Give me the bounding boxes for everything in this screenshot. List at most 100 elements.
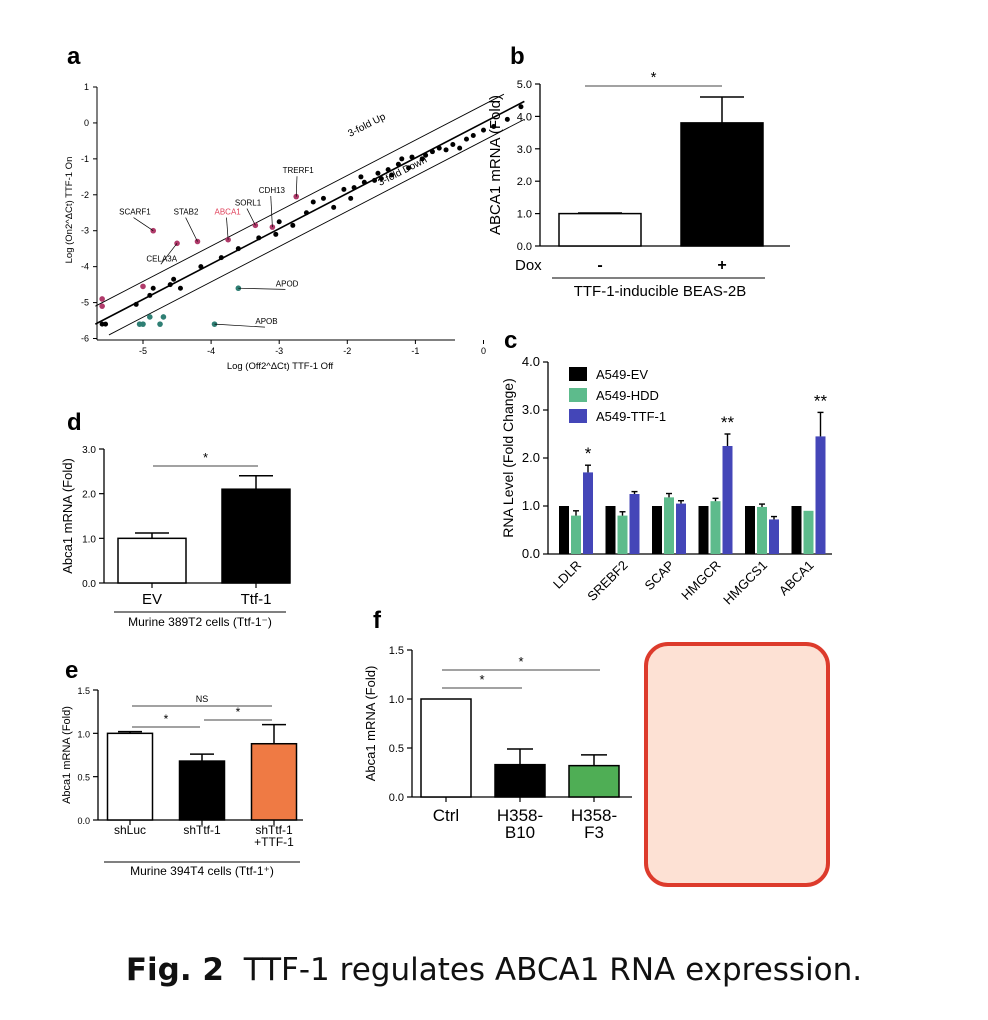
point-up: [140, 283, 146, 290]
point-unchanged: [419, 156, 425, 162]
bar-a549-ttf-1: [629, 494, 640, 554]
point-unchanged: [429, 149, 435, 155]
gene-label-cela3a: CELA3A: [146, 254, 177, 263]
point-unchanged: [395, 161, 401, 167]
y-tick-label: 0.0: [522, 546, 540, 561]
bar-0: [420, 698, 472, 798]
bar-1: [680, 122, 764, 247]
gene-leader-line: [226, 217, 229, 240]
bar-a549-ev: [745, 506, 755, 554]
point-unchanged: [218, 255, 224, 261]
panel-c-grouped-bar-chart: 0.0 1.0 2.0 3.0 4.0 RNA Level (Fold Change) * L…: [500, 354, 832, 607]
y-tick-label: 1.0: [82, 534, 96, 545]
caption-text: TTF-1 regulates ABCA1 RNA expression.: [243, 952, 863, 988]
fold-up-label: 3-fold Up: [346, 111, 388, 139]
point-unchanged: [167, 282, 173, 288]
legend-label: A549-EV: [596, 367, 648, 382]
x-tick-label: -5: [139, 346, 147, 356]
gene-leader-line: [185, 217, 198, 242]
panel-letter-e: e: [65, 657, 78, 684]
group-label: Murine 389T2 cells (Ttf-1⁻): [128, 615, 272, 629]
y-tick-label: 2.0: [82, 490, 96, 501]
x-tick-label: -3: [275, 346, 283, 356]
category-label: EV: [142, 591, 162, 608]
gene-label-cdh13: CDH13: [259, 186, 286, 195]
point-unchanged: [147, 292, 153, 298]
group-label: TTF-1-inducible BEAS-2B: [574, 283, 747, 300]
significance-bracket-ns-label: NS: [196, 694, 209, 704]
point-unchanged: [491, 124, 497, 130]
point-unchanged: [133, 301, 139, 307]
category-label: shTtf-1 +TTF-1: [254, 823, 294, 849]
point-unchanged: [273, 231, 279, 237]
point-unchanged: [399, 156, 405, 162]
x-axis-label: Log (Off2^ΔCt) TTF-1 Off: [227, 361, 334, 372]
point-unchanged: [463, 136, 469, 142]
gene-label-apod: APOD: [276, 279, 299, 288]
bar-a549-ev: [791, 506, 802, 554]
y-tick-label: 2.0: [517, 176, 532, 188]
x-tick-label: -1: [411, 346, 419, 356]
point-down: [147, 314, 153, 320]
y-tick-label: 3.0: [522, 402, 540, 417]
point-unchanged: [450, 141, 456, 147]
legend-swatch: [569, 409, 587, 423]
point-unchanged: [375, 170, 381, 176]
panel-letter-c: c: [504, 327, 517, 354]
legend-label: A549-HDD: [596, 388, 659, 403]
gene-label-abca1: ABCA1: [215, 208, 242, 217]
significance-bracket-label: *: [236, 705, 241, 719]
y-tick-label: 3.0: [82, 445, 96, 456]
bar-a549-ttf-1: [722, 446, 733, 554]
gene-leader-line: [238, 287, 286, 290]
y-tick-label: 0.5: [389, 743, 404, 755]
point-unchanged: [351, 185, 357, 191]
bar-a549-hdd: [757, 506, 767, 554]
y-tick-label: 0.0: [517, 241, 532, 253]
y-tick-label: 3.0: [517, 144, 532, 156]
bar-1: [178, 760, 226, 821]
point-unchanged: [409, 154, 415, 160]
y-tick-label: -5: [81, 298, 89, 308]
bar-a549-ttf-1: [769, 519, 779, 554]
category-label: HMGCR: [678, 558, 723, 603]
point-unchanged: [423, 152, 429, 158]
bar-0: [106, 732, 154, 821]
y-axis-label: Log (On2^ΔCt) TTF-1 On: [64, 157, 75, 264]
point-unchanged: [331, 204, 337, 210]
point-unchanged: [177, 285, 183, 291]
bar-a549-ev: [698, 506, 709, 554]
point-unchanged: [103, 321, 109, 327]
panel-d-bar-chart: 0.0 1.0 2.0 3.0 Abca1 mRNA (Fold) EV Ttf-1 Muri…: [60, 445, 291, 629]
point-unchanged: [276, 219, 282, 225]
point-unchanged: [256, 235, 262, 241]
category-label: ABCA1: [776, 558, 817, 599]
point-unchanged: [310, 199, 316, 205]
gene-leader-line: [133, 217, 154, 232]
group-label: Murine 394T4 cells (Ttf-1⁺): [130, 864, 274, 878]
y-tick-label: 2.0: [522, 450, 540, 465]
gene-label-sorl1: SORL1: [235, 199, 262, 208]
bar-a549-ev: [652, 506, 662, 554]
point-unchanged: [443, 147, 449, 153]
y-axis-label: Abca1 mRNA (Fold): [61, 706, 73, 804]
bar-a549-ttf-1: [583, 472, 593, 554]
point-unchanged: [406, 165, 412, 171]
dox-level-label: +: [717, 257, 726, 274]
y-tick-label: -1: [81, 154, 89, 164]
fold-line: [108, 118, 525, 336]
highlight-placeholder-box: [644, 642, 830, 887]
x-tick-label: -4: [207, 346, 215, 356]
y-tick-label: -3: [81, 226, 89, 236]
category-label: SREBF2: [584, 558, 630, 604]
panel-e-bar-chart: 0.0 0.5 1.0 1.5 Abca1 mRNA (Fold) shLuc shTtf-…: [61, 686, 303, 878]
category-label: SCAP: [641, 558, 677, 594]
point-unchanged: [378, 176, 384, 182]
point-unchanged: [320, 195, 326, 201]
significance-bracket-label: *: [518, 654, 523, 669]
y-tick-label: 1.0: [77, 729, 90, 739]
y-tick-label: 1.5: [389, 645, 404, 657]
y-tick-label: 0.0: [82, 579, 96, 590]
fold-line: [95, 93, 505, 307]
